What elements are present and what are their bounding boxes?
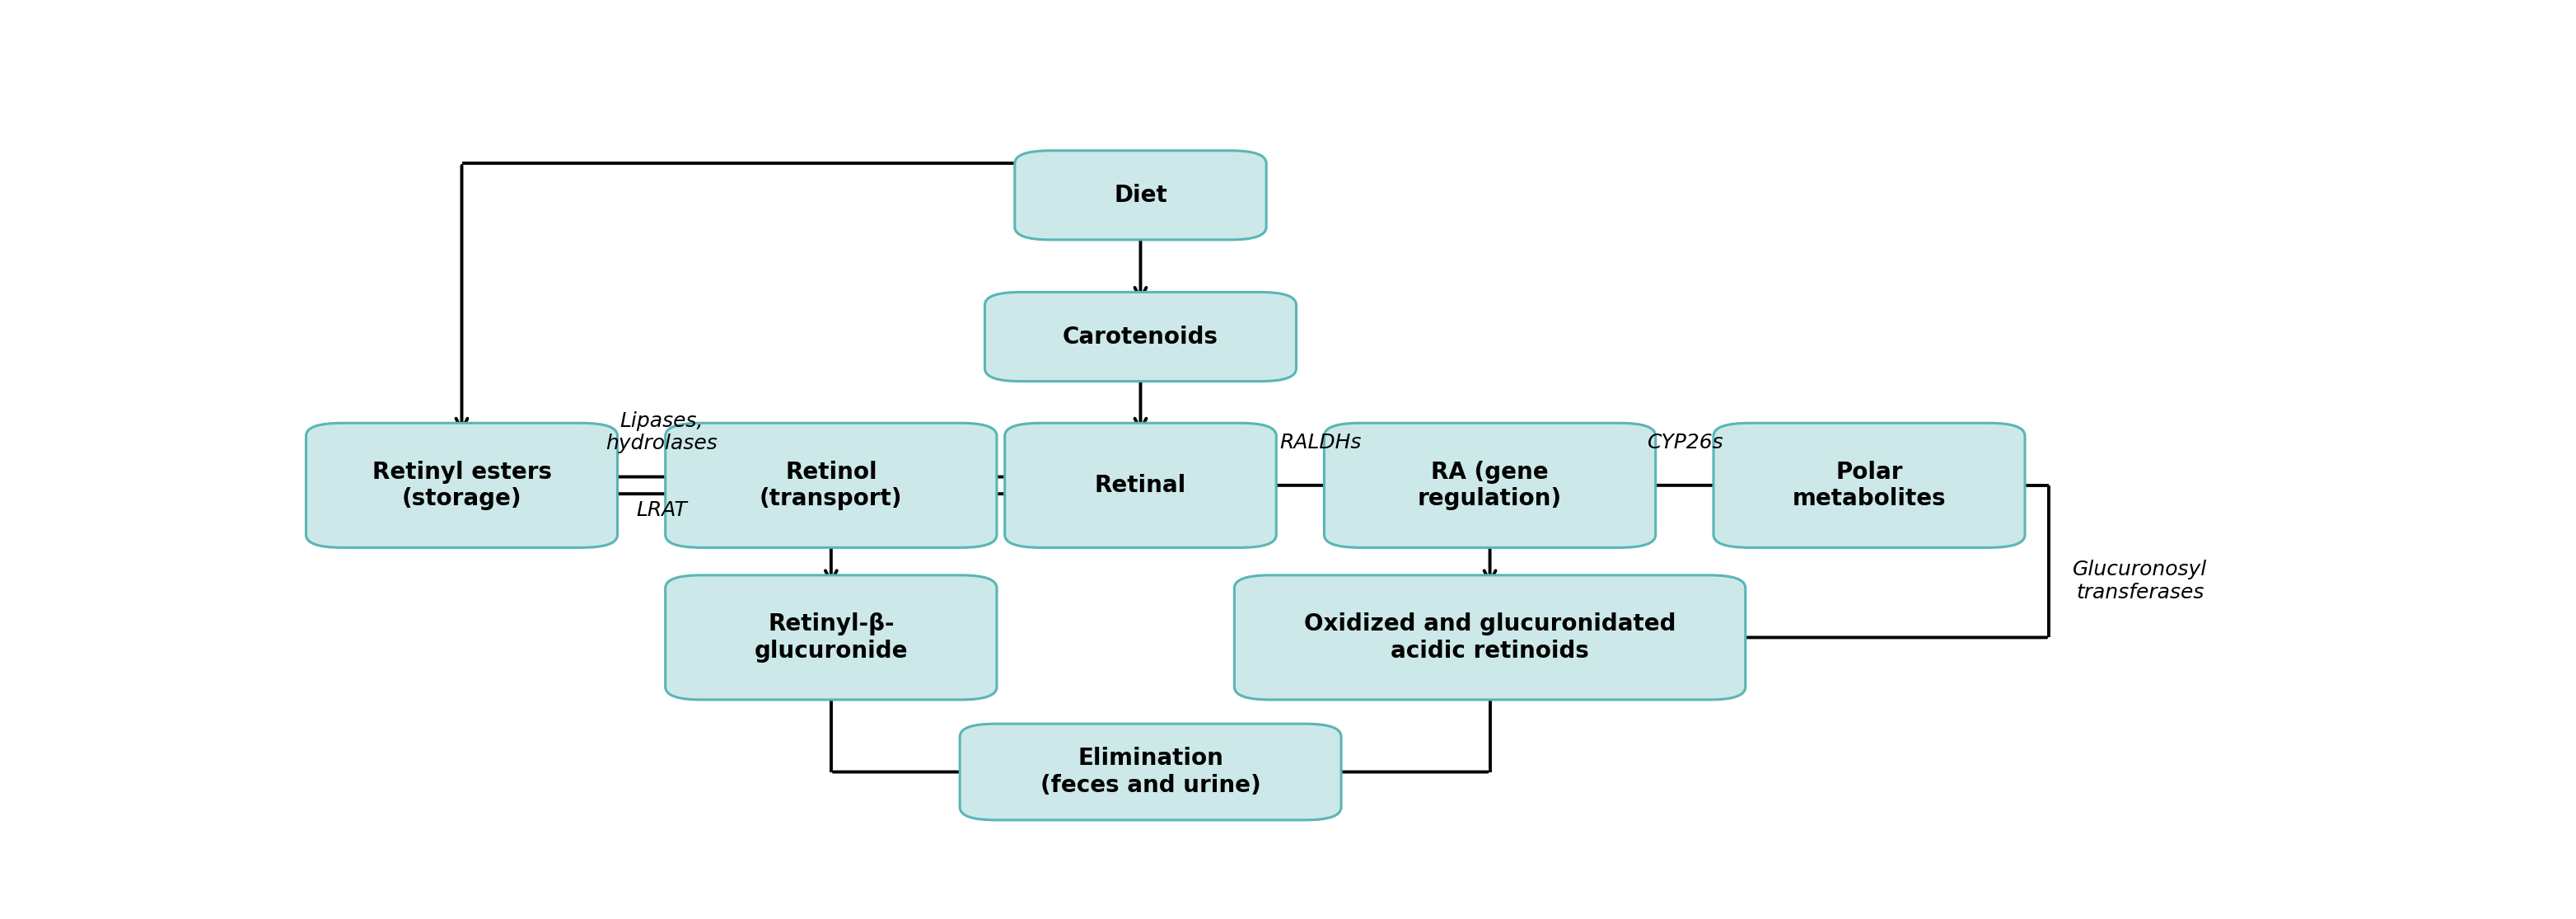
- Text: CYP26s: CYP26s: [1649, 433, 1723, 453]
- FancyBboxPatch shape: [1234, 575, 1747, 699]
- Text: Polar
metabolites: Polar metabolites: [1793, 460, 1945, 510]
- FancyBboxPatch shape: [307, 423, 618, 548]
- FancyBboxPatch shape: [984, 292, 1296, 381]
- Text: Retinyl esters
(storage): Retinyl esters (storage): [371, 460, 551, 510]
- Text: Retinal: Retinal: [1095, 474, 1188, 497]
- FancyBboxPatch shape: [1713, 423, 2025, 548]
- Text: Diet: Diet: [1113, 184, 1167, 207]
- Text: Oxidized and glucuronidated
acidic retinoids: Oxidized and glucuronidated acidic retin…: [1303, 613, 1677, 663]
- Text: RALDHs: RALDHs: [1280, 433, 1360, 453]
- FancyBboxPatch shape: [665, 575, 997, 699]
- Text: Glucuronosyl
transferases: Glucuronosyl transferases: [2074, 560, 2208, 602]
- Text: Lipases,
hydrolases: Lipases, hydrolases: [605, 411, 716, 454]
- FancyBboxPatch shape: [1015, 151, 1267, 240]
- FancyBboxPatch shape: [961, 724, 1342, 820]
- FancyBboxPatch shape: [665, 423, 997, 548]
- Text: Elimination
(feces and urine): Elimination (feces and urine): [1041, 747, 1260, 797]
- Text: Carotenoids: Carotenoids: [1064, 325, 1218, 348]
- Text: Retinyl-β-
glucuronide: Retinyl-β- glucuronide: [755, 613, 907, 663]
- Text: RA (gene
regulation): RA (gene regulation): [1417, 460, 1561, 510]
- Text: Retinol
(transport): Retinol (transport): [760, 460, 902, 510]
- Text: LRAT: LRAT: [636, 500, 688, 520]
- FancyBboxPatch shape: [1324, 423, 1656, 548]
- FancyBboxPatch shape: [1005, 423, 1275, 548]
